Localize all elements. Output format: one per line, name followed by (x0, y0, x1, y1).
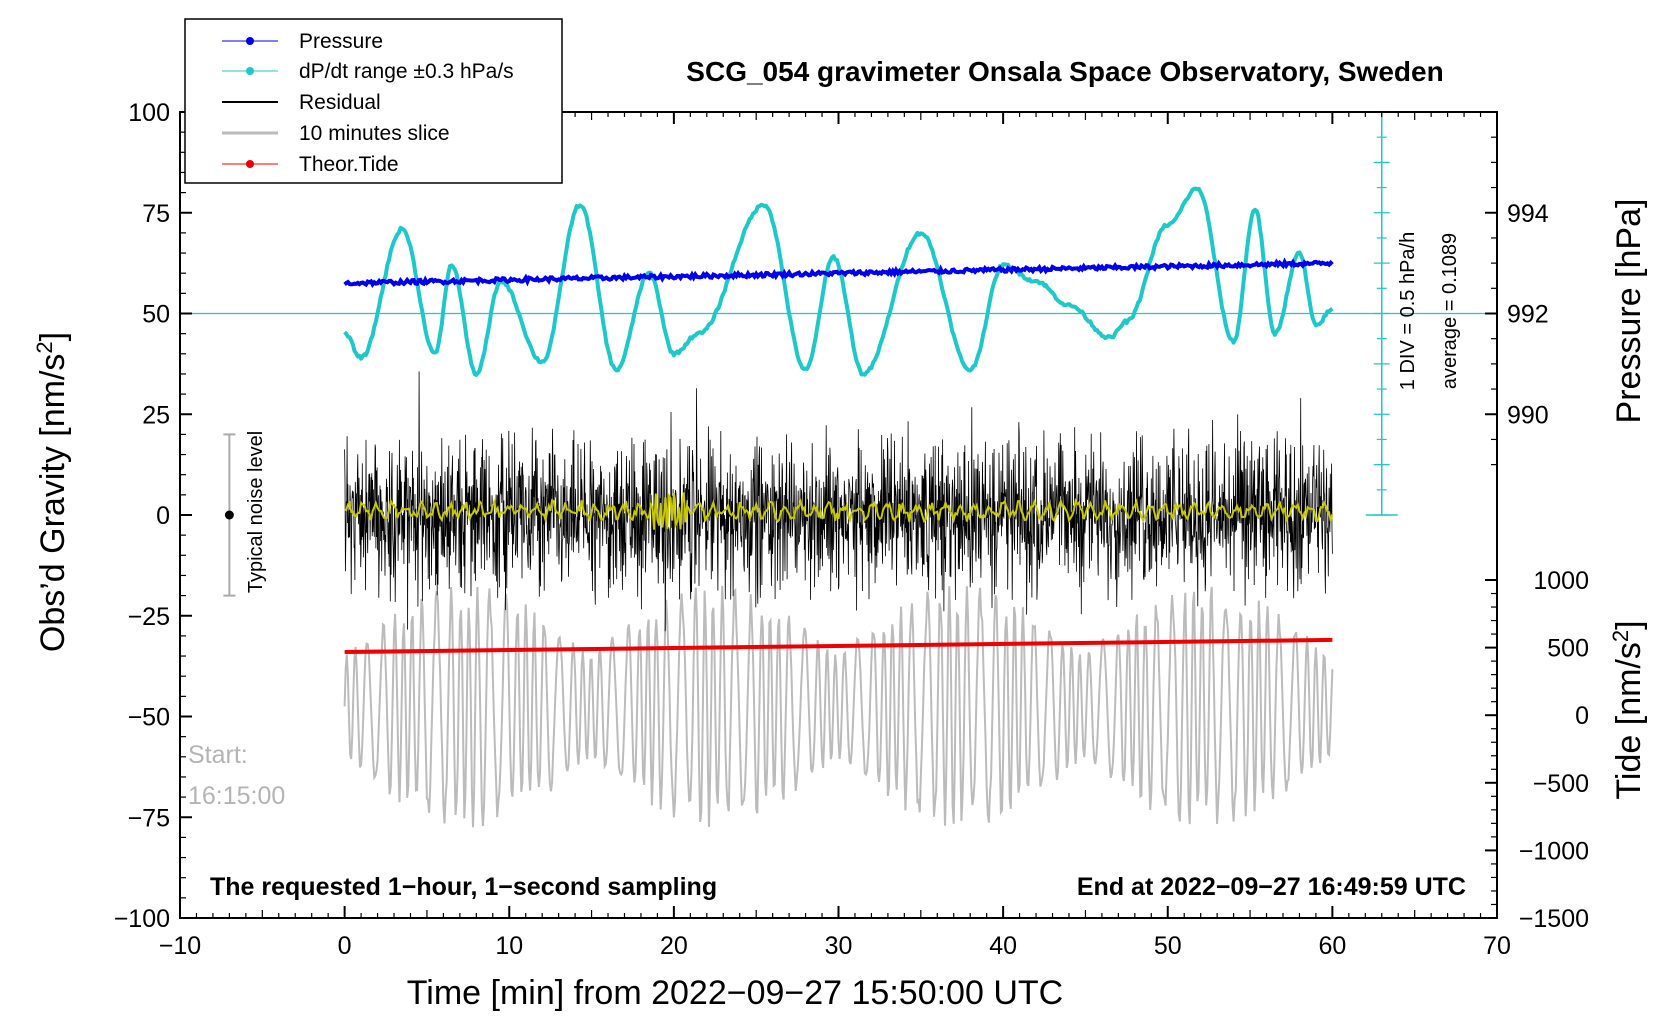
legend-dpdt-marker (246, 67, 254, 75)
x-tick-label: 30 (825, 932, 853, 960)
axis-ticks: −10 0 10 20 30 40 50 60 701007550250−25−50−75−10… (114, 99, 1589, 960)
y-tick-label: −50 (128, 704, 170, 732)
pressure-axis-label: Pressure [hPa] (1610, 199, 1648, 424)
y-tick-label: 100 (128, 99, 170, 127)
y-tick-label: −100 (114, 905, 170, 933)
noise-center-marker (224, 510, 234, 520)
noise-level-label: Typical noise level (245, 431, 267, 593)
tide-series-line (344, 637, 1333, 655)
y-axis-label: Obs’d Gravity [nm/s2] (32, 332, 72, 652)
y-tick-label: 25 (142, 401, 170, 429)
y-tick-label: −25 (128, 603, 170, 631)
y-tick-label: 75 (142, 200, 170, 228)
pressure-tick-label: 994 (1507, 200, 1549, 228)
filtered-residual-line (344, 492, 1334, 530)
x-tick-label: 60 (1318, 932, 1346, 960)
start-label: Start: (188, 741, 248, 769)
pressure-series-line (343, 257, 1334, 289)
data-layer (180, 111, 1497, 828)
x-tick-label: 70 (1483, 932, 1511, 960)
x-tick-label: 0 (338, 932, 352, 960)
rate-division-label: 1 DIV = 0.5 hPa/h (1397, 232, 1419, 390)
chart-title: SCG_054 gravimeter Onsala Space Observat… (686, 56, 1443, 87)
pressure-tick-label: 990 (1507, 401, 1549, 429)
tide-tick-label: 1000 (1533, 567, 1589, 595)
x-tick-label: 20 (660, 932, 688, 960)
legend-tide-marker (246, 160, 254, 168)
legend: Pressure dP/dt range ±0.3 hPa/s Residual… (184, 18, 563, 184)
sampling-note: The requested 1−hour, 1−second sampling (210, 873, 717, 901)
x-tick-label: 50 (1154, 932, 1182, 960)
y-tick-label: −75 (128, 804, 170, 832)
tide-tick-label: −1000 (1519, 837, 1589, 865)
legend-residual-label: Residual (299, 91, 381, 114)
slice-series-line (343, 585, 1334, 828)
rate-average-label: average = 0.1089 (1439, 233, 1461, 389)
start-time: 16:15:00 (188, 782, 285, 810)
x-tick-label: −10 (159, 932, 201, 960)
residual-series-line (344, 371, 1333, 632)
tide-tick-label: −1500 (1519, 905, 1589, 933)
tide-tick-label: −500 (1533, 770, 1589, 798)
legend-dpdt-label: dP/dt range ±0.3 hPa/s (299, 60, 514, 83)
legend-pressure-marker (246, 37, 254, 45)
tide-tick-label: 0 (1575, 702, 1589, 730)
legend-slice-label: 10 minutes slice (299, 122, 450, 145)
y-tick-label: 50 (142, 301, 170, 329)
legend-pressure-label: Pressure (299, 30, 383, 53)
tide-tick-label: 500 (1547, 635, 1589, 663)
x-axis-label: Time [min] from 2022−09−27 15:50:00 UTC (407, 974, 1063, 1012)
x-tick-label: 10 (495, 932, 523, 960)
dpdt-series-line (343, 186, 1334, 377)
x-tick-label: 40 (989, 932, 1017, 960)
legend-tide-label: Theor.Tide (299, 153, 399, 176)
end-time-note: End at 2022−09−27 16:49:59 UTC (1077, 873, 1466, 901)
tide-axis-label: Tide [nm/s2] (1608, 620, 1648, 799)
y-tick-label: 0 (156, 502, 170, 530)
pressure-tick-label: 992 (1507, 301, 1549, 329)
